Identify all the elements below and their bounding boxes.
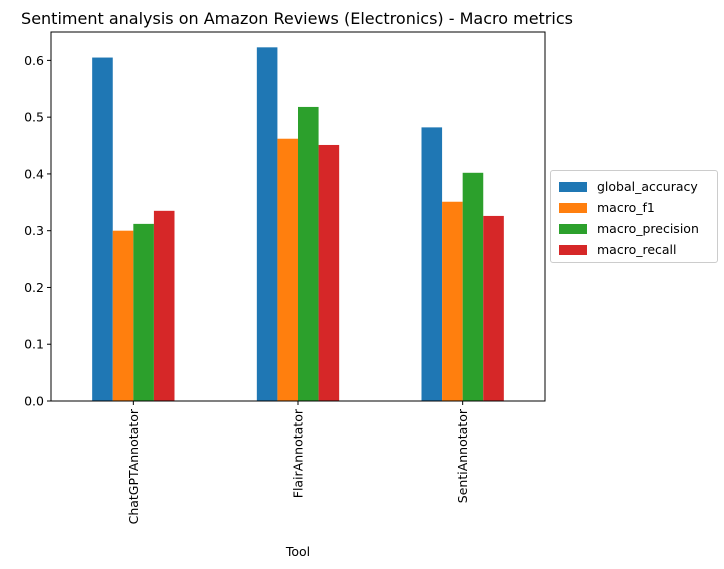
legend-swatch: [559, 181, 587, 192]
bar-global-accuracy: [92, 57, 113, 402]
y-tick-label: 0.1: [24, 337, 44, 352]
legend-item: macro_precision: [559, 218, 709, 239]
legend-swatch: [559, 244, 587, 255]
x-tick-label: SentiAnnotator: [455, 408, 470, 503]
plot-frame: [50, 31, 546, 402]
x-tick-label: FlairAnnotator: [291, 408, 306, 498]
bar-macro-precision: [298, 106, 319, 401]
y-tick-label: 0.6: [24, 53, 44, 68]
y-axis: 0.0 0.1 0.2 0.3 0.4 0.5 0.6: [24, 53, 51, 409]
bar-macro-f1: [442, 201, 463, 401]
legend-item: macro_recall: [559, 239, 709, 260]
x-axis-label: Tool: [285, 544, 310, 559]
bar-macro-recall: [153, 210, 175, 401]
bar-macro-recall: [318, 144, 340, 401]
bar-macro-recall: [483, 215, 504, 401]
legend-swatch: [559, 223, 587, 234]
x-tick-label: ChatGPTAnnotator: [126, 408, 141, 524]
legend-item: global_accuracy: [559, 176, 709, 197]
legend-swatch: [559, 202, 587, 213]
bar-global-accuracy: [421, 127, 443, 401]
legend-label: global_accuracy: [597, 179, 698, 194]
y-tick-label: 0.2: [24, 280, 44, 295]
legend-label: macro_f1: [597, 200, 655, 215]
bar-macro-precision: [133, 223, 154, 401]
legend-label: macro_precision: [597, 221, 699, 236]
bar-macro-precision: [462, 172, 484, 401]
bar-macro-f1: [277, 138, 298, 402]
bar-global-accuracy: [256, 47, 278, 401]
chart-title: Sentiment analysis on Amazon Reviews (El…: [21, 9, 573, 28]
bars: [92, 47, 504, 402]
legend-item: macro_f1: [559, 197, 709, 218]
x-axis: ChatGPTAnnotator FlairAnnotator SentiAnnot…: [126, 401, 470, 524]
y-tick-label: 0.5: [24, 110, 44, 125]
bar-macro-f1: [112, 230, 134, 401]
legend-label: macro_recall: [597, 242, 677, 257]
y-tick-label: 0.4: [24, 166, 44, 181]
y-tick-label: 0.0: [24, 394, 44, 409]
y-tick-label: 0.3: [24, 223, 44, 238]
